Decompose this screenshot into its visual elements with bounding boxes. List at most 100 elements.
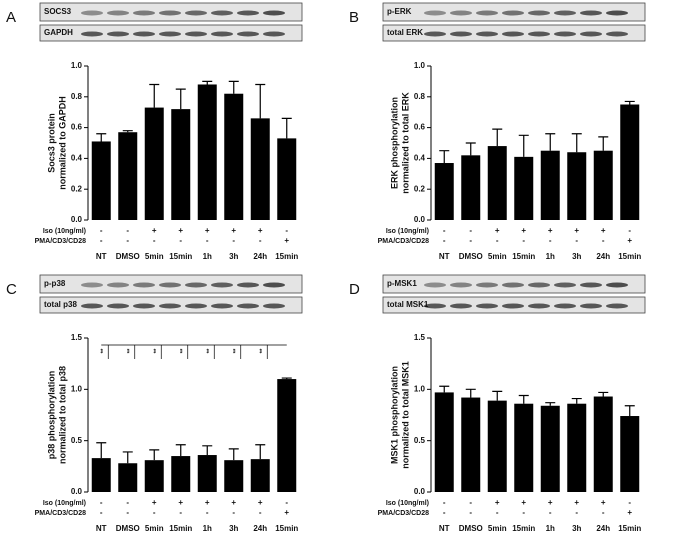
treatment-sign: + [205, 498, 210, 507]
blot-band [159, 282, 181, 288]
panel: A SOCS3 GAPDH 0.0 0.2 0.4 0.6 0.8 1.0 Socs3 prote… [6, 2, 303, 261]
blot-band [528, 31, 550, 37]
panel-letter: B [349, 9, 359, 26]
treatment-sign: + [258, 226, 263, 235]
blot-label: GAPDH [44, 28, 73, 37]
blot-band [237, 282, 259, 288]
y-tick-label: 1.0 [414, 384, 426, 393]
error-bar [624, 405, 635, 417]
error-bar [149, 449, 160, 461]
error-bar [175, 88, 186, 110]
treatment-sign: - [443, 226, 446, 235]
blot-band [185, 10, 207, 16]
bar [250, 118, 270, 220]
blot-label: p-MSK1 [387, 279, 417, 288]
error-bar [492, 390, 503, 401]
blot-band [211, 31, 233, 37]
y-tick-label: 0.8 [414, 92, 426, 101]
blot-band [81, 282, 103, 288]
blot-band [107, 282, 129, 288]
x-tick-label: 15min [275, 524, 298, 533]
error-bar [439, 150, 450, 164]
treatment-name: Iso (10ng/ml) [43, 228, 86, 235]
blot-band [81, 303, 103, 309]
blot-band [476, 303, 498, 309]
treatment-sign: - [206, 236, 209, 245]
treatment-sign: - [496, 508, 499, 517]
treatment-sign: - [179, 508, 182, 517]
bar [277, 138, 297, 220]
bar [144, 460, 164, 492]
significance-label: ** [127, 348, 133, 353]
x-tick-label: 5min [145, 524, 164, 533]
x-tick-label: 5min [145, 252, 164, 261]
x-tick-label: 24h [596, 524, 610, 533]
blot-band [554, 31, 576, 37]
x-tick-label: 5min [488, 524, 507, 533]
bar [540, 405, 560, 492]
blot-band [185, 282, 207, 288]
blot-band [450, 31, 472, 37]
error-bar [281, 377, 292, 380]
blot-band [185, 31, 207, 37]
error-bar [202, 445, 213, 456]
bar [461, 397, 481, 492]
treatment-sign: + [548, 226, 553, 235]
error-bar [571, 133, 582, 153]
bar [277, 379, 297, 492]
bar [514, 156, 534, 220]
error-bar [175, 444, 186, 457]
treatment-sign: + [495, 498, 500, 507]
bar [118, 132, 138, 220]
blot-band [502, 282, 524, 288]
blot-band [450, 10, 472, 16]
blot-label: p-ERK [387, 7, 412, 16]
bar [461, 155, 481, 220]
treatment-sign: - [232, 236, 235, 245]
x-tick-label: 5min [488, 252, 507, 261]
treatment-sign: - [496, 236, 499, 245]
treatment-sign: - [100, 498, 103, 507]
treatment-sign: + [627, 508, 632, 517]
blot-band [502, 31, 524, 37]
x-tick-label: DMSO [116, 524, 140, 533]
blot-band [554, 282, 576, 288]
x-tick-label: 15min [618, 524, 641, 533]
treatment-sign: - [100, 226, 103, 235]
blot-band [133, 282, 155, 288]
treatment-sign: - [126, 226, 129, 235]
x-tick-label: 15min [275, 252, 298, 261]
error-bar [624, 100, 635, 105]
bar [620, 104, 640, 220]
treatment-sign: - [126, 498, 129, 507]
blot-band [450, 282, 472, 288]
treatment-name: PMA/CD3/CD28 [35, 238, 86, 245]
x-tick-label: 3h [229, 524, 238, 533]
y-tick-label: 0.0 [71, 215, 83, 224]
blot-label: total MSK1 [387, 300, 429, 309]
blot-band [476, 10, 498, 16]
treatment-sign: - [628, 498, 631, 507]
treatment-sign: - [259, 236, 262, 245]
significance-label: ** [154, 348, 160, 353]
x-tick-label: 24h [253, 524, 267, 533]
bar [434, 392, 454, 492]
y-tick-label: 0.5 [71, 436, 83, 445]
bar [144, 107, 164, 220]
bar [434, 163, 454, 220]
treatment-sign: - [153, 236, 156, 245]
y-tick-label: 0.2 [414, 184, 426, 193]
treatment-sign: + [284, 508, 289, 517]
significance-label: ** [180, 348, 186, 353]
treatment-sign: - [522, 508, 525, 517]
treatment-sign: - [179, 236, 182, 245]
y-tick-label: 0.4 [71, 154, 83, 163]
treatment-sign: - [285, 498, 288, 507]
blot-label: p-p38 [44, 279, 66, 288]
blot-band [450, 303, 472, 309]
error-bar [228, 448, 239, 461]
blot-band [81, 10, 103, 16]
bar [567, 152, 587, 220]
bar [487, 400, 507, 492]
